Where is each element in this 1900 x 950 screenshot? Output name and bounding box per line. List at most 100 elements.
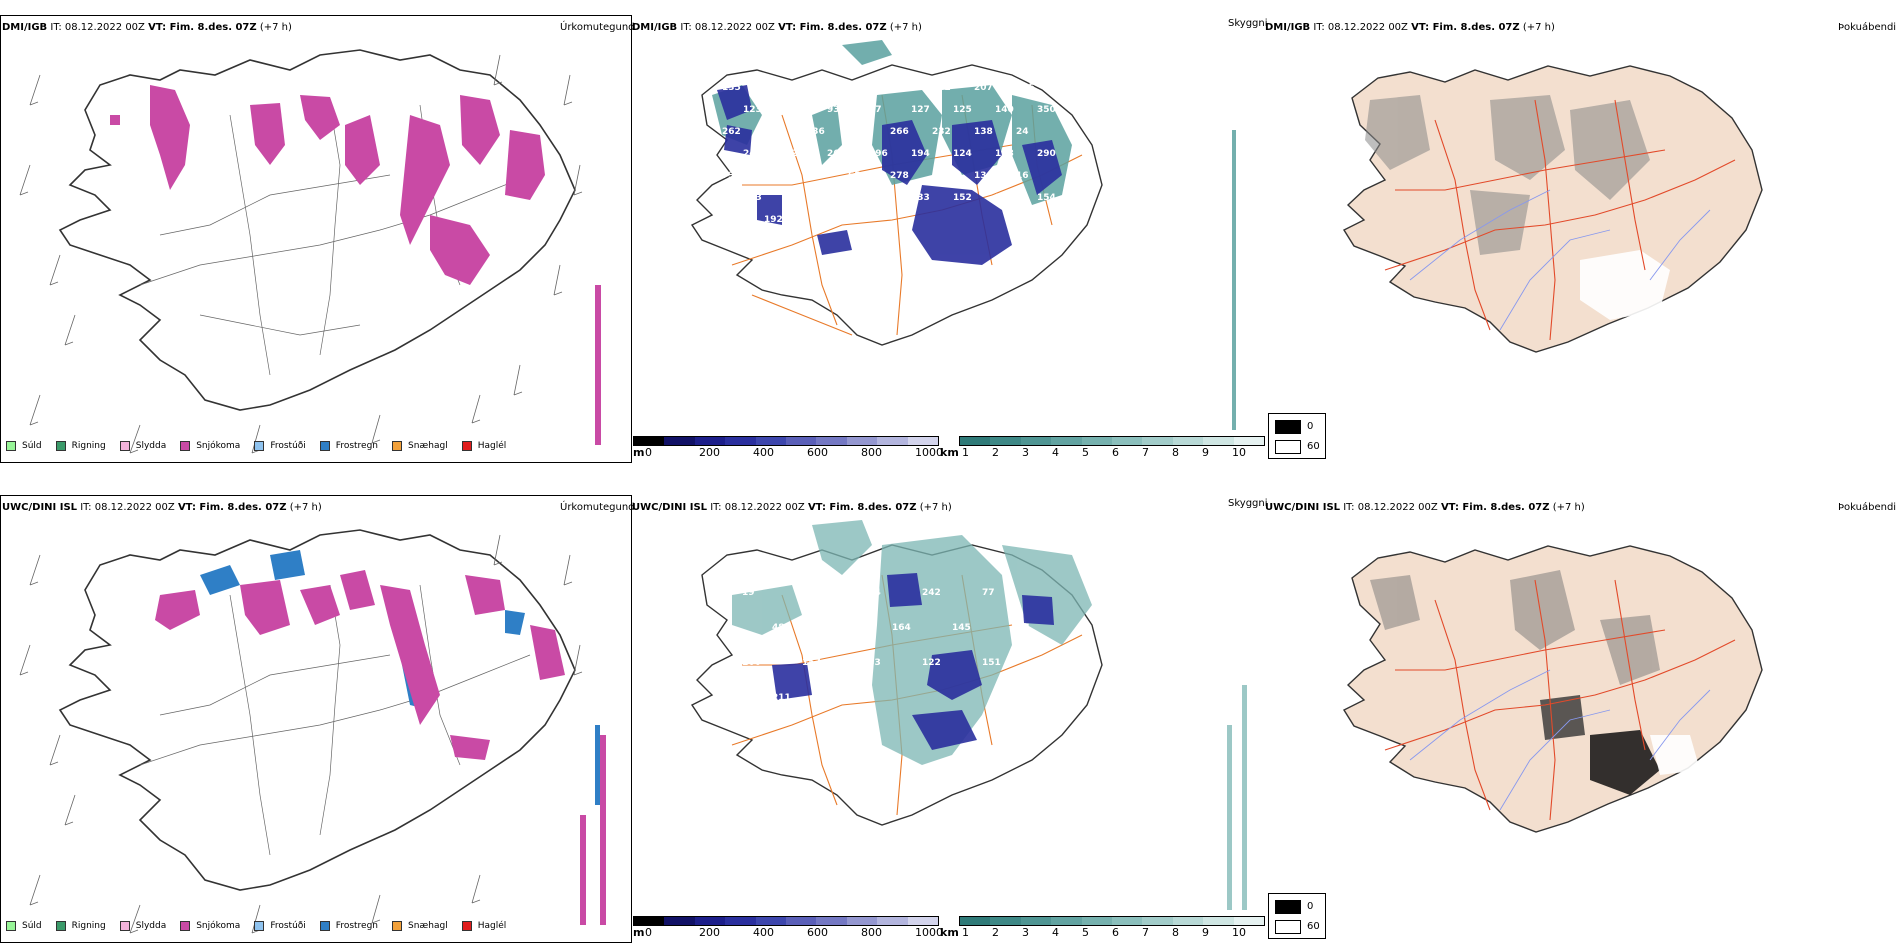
ceiling-value-label: 350 bbox=[1037, 105, 1056, 115]
scale-tick: 1000 bbox=[915, 926, 943, 939]
legend-swatch bbox=[254, 441, 265, 451]
legend-item: Haglél bbox=[461, 921, 507, 931]
legend-item: Rigning bbox=[55, 921, 106, 931]
legend-item: Rigning bbox=[55, 441, 106, 451]
scale-segment bbox=[1203, 437, 1234, 445]
scale-segment bbox=[907, 437, 939, 445]
scale-segment bbox=[816, 917, 847, 925]
legend-label: Snjókoma bbox=[196, 441, 241, 451]
ceiling-value-label: 158 bbox=[995, 149, 1014, 159]
legend-label: Slydda bbox=[135, 441, 167, 451]
precip-type-map bbox=[19, 529, 606, 934]
ceiling-value-label: 65 bbox=[848, 171, 861, 181]
scale-segment bbox=[1233, 437, 1265, 445]
scale-tick: 9 bbox=[1202, 926, 1209, 939]
ceiling-value-label: 125 bbox=[953, 105, 972, 115]
scale-tick: 10 bbox=[1232, 446, 1246, 459]
legend-swatch bbox=[119, 921, 130, 931]
scale-tick: 1 bbox=[962, 926, 969, 939]
model-name: UWC/DINI ISL bbox=[1265, 502, 1341, 513]
scale-segment bbox=[990, 437, 1021, 445]
scale-segment bbox=[960, 437, 991, 445]
scale-segment bbox=[990, 917, 1021, 925]
ceiling-value-label: 290 bbox=[1037, 149, 1056, 159]
precip-map-frame bbox=[0, 15, 632, 463]
fog-scale-2: 0 60 bbox=[1268, 893, 1326, 939]
fog-header-1: DMI/IGB IT: 08.12.2022 00Z VT: Fim. 8.de… bbox=[1265, 22, 1555, 34]
scale-segment bbox=[1233, 917, 1265, 925]
ceiling-value-label: 278 bbox=[890, 171, 909, 181]
legend-swatch bbox=[319, 441, 330, 451]
ceiling-value-label: 262 bbox=[722, 127, 741, 137]
init-time: IT: 08.12.2022 00Z bbox=[1343, 502, 1438, 513]
ceiling-value-label: 192 bbox=[764, 215, 783, 225]
ceiling-value-label: 157 bbox=[802, 658, 821, 668]
forecast-offset: (+7 h) bbox=[1522, 22, 1555, 33]
legend-label: Snæhagl bbox=[408, 441, 448, 451]
legend-item: Haglél bbox=[461, 441, 506, 451]
legend-swatch bbox=[6, 441, 16, 451]
ceiling-value-label: 19 bbox=[742, 588, 755, 598]
legend-label: Haglél bbox=[477, 921, 507, 931]
visibility-scale-bar-1 bbox=[959, 436, 1265, 446]
ceiling-value-label: 244 bbox=[743, 149, 762, 159]
cloud-ceiling-map: 19 252 154 242 77 48 168 164 145 121 166 157 133 122 1… bbox=[690, 520, 1247, 910]
scale-tick: 600 bbox=[807, 926, 828, 939]
ceiling-value-label: 296 bbox=[869, 149, 888, 159]
scale-segment bbox=[634, 917, 665, 925]
ceiling-value-label: 242 bbox=[922, 588, 941, 598]
ceiling-value-label: 200 bbox=[869, 193, 888, 203]
ceiling-value-label: 260 bbox=[827, 149, 846, 159]
legend-label: Frostregn bbox=[335, 441, 379, 451]
legend-swatch bbox=[392, 441, 403, 451]
cloud-header-2: UWC/DINI ISL IT: 08.12.2022 00Z VT: Fim.… bbox=[632, 502, 952, 514]
scale-segment bbox=[786, 437, 817, 445]
scale-segment bbox=[634, 437, 665, 445]
forecast-offset: (+7 h) bbox=[289, 502, 322, 513]
legend-label: Snæhagl bbox=[408, 921, 448, 931]
precip-title-2: Úrkomutegund bbox=[560, 502, 635, 513]
scale-tick: 200 bbox=[699, 446, 720, 459]
legend-swatch bbox=[119, 441, 130, 451]
scale-segment bbox=[1172, 917, 1204, 925]
fog-scale-1: 0 60 bbox=[1268, 413, 1326, 459]
model-name: UWC/DINI ISL bbox=[2, 502, 78, 513]
legend-label: Frostregn bbox=[335, 921, 379, 931]
cloud-title-1: Skyggni bbox=[1228, 18, 1268, 29]
legend-item: Frostregn bbox=[319, 921, 379, 931]
legend-label: Súld bbox=[22, 441, 42, 451]
fog-swatch-max bbox=[1275, 920, 1301, 934]
scale-segment bbox=[664, 437, 695, 445]
ceiling-value-label: 87 bbox=[869, 105, 882, 115]
scale-segment bbox=[816, 437, 847, 445]
ceiling-value-label: 252 bbox=[802, 588, 821, 598]
ceiling-value-label: 232 bbox=[932, 127, 951, 137]
legend-item: Frostúði bbox=[254, 921, 306, 931]
legend-swatch bbox=[180, 441, 191, 451]
ceiling-value-label: 207 bbox=[974, 83, 993, 93]
scale-tick: 7 bbox=[1142, 446, 1149, 459]
ceiling-value-label: 181 bbox=[995, 193, 1014, 203]
ceiling-value-label: 128 bbox=[827, 193, 846, 203]
ceiling-value-label: 24 bbox=[1016, 127, 1029, 137]
model-name: UWC/DINI ISL bbox=[632, 502, 708, 513]
scale-tick: 4 bbox=[1052, 926, 1059, 939]
valid-time: VT: Fim. 8.des. 07Z bbox=[807, 502, 917, 513]
scale-segment bbox=[786, 917, 817, 925]
scale-segment bbox=[846, 437, 878, 445]
fog-swatch-min bbox=[1275, 900, 1301, 914]
model-name: DMI/IGB bbox=[1265, 22, 1311, 33]
valid-time: VT: Fim. 8.des. 07Z bbox=[778, 22, 887, 33]
forecast-offset: (+7 h) bbox=[919, 502, 952, 513]
forecast-offset: (+7 h) bbox=[1552, 502, 1585, 513]
forecast-offset: (+7 h) bbox=[259, 22, 292, 33]
scale-segment bbox=[664, 917, 695, 925]
precip-map-frame bbox=[0, 495, 632, 943]
precip-legend-2: Súld Rigning Slydda Snjókoma Frostúði Fr… bbox=[6, 921, 520, 931]
ceiling-value-label: 194 bbox=[911, 149, 930, 159]
scale-segment bbox=[755, 917, 787, 925]
ceiling-labels: 19 252 154 242 77 48 168 164 145 121 166 157 133 122 1… bbox=[742, 588, 1031, 703]
ceiling-value-label: 164 bbox=[892, 623, 911, 633]
ceiling-scale-unit: m bbox=[633, 926, 645, 939]
legend-item: Súld bbox=[6, 921, 42, 931]
